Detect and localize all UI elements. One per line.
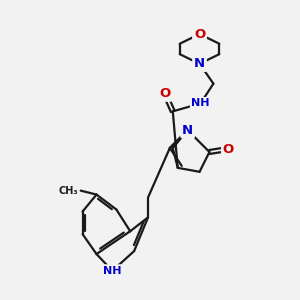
- Text: O: O: [194, 28, 205, 40]
- Text: O: O: [194, 28, 205, 40]
- Text: NH: NH: [103, 266, 122, 276]
- Text: O: O: [159, 87, 170, 100]
- Text: NH: NH: [191, 98, 210, 108]
- Text: NH: NH: [191, 98, 210, 108]
- Text: N: N: [182, 124, 193, 137]
- Text: N: N: [194, 57, 205, 70]
- Text: CH₃: CH₃: [58, 186, 78, 196]
- Text: O: O: [223, 142, 234, 155]
- Text: NH: NH: [103, 266, 122, 276]
- Text: O: O: [223, 142, 234, 155]
- Text: N: N: [194, 57, 205, 70]
- Text: N: N: [182, 124, 193, 137]
- Text: O: O: [159, 87, 170, 100]
